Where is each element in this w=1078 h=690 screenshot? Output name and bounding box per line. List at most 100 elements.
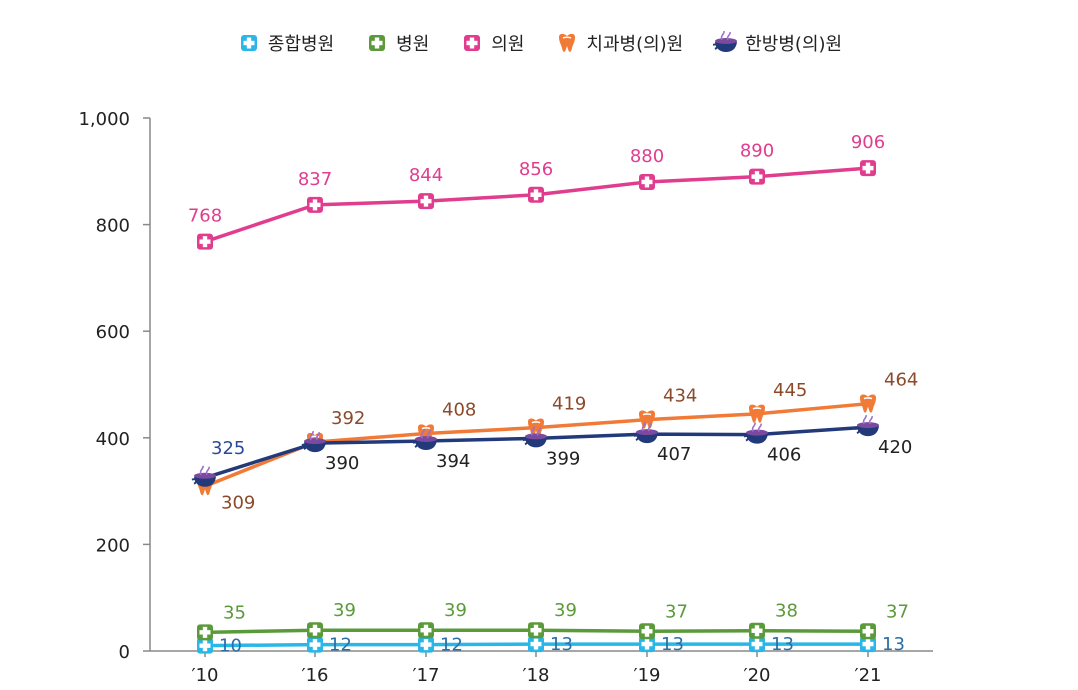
data-label: 38 xyxy=(775,601,798,622)
data-label: 39 xyxy=(554,600,577,621)
data-label: 434 xyxy=(663,386,697,407)
data-label: 13 xyxy=(771,634,794,655)
herbal-bowl-icon xyxy=(713,31,738,52)
data-point-marker xyxy=(639,173,655,190)
data-label: 407 xyxy=(657,444,691,465)
data-label: 37 xyxy=(665,601,688,622)
data-label: 399 xyxy=(546,448,580,469)
x-tick-label: ′19 xyxy=(634,665,661,686)
data-label: 880 xyxy=(630,146,664,167)
data-label: 445 xyxy=(773,380,807,401)
data-label: 768 xyxy=(188,206,222,227)
data-label: 392 xyxy=(331,408,365,429)
data-point-marker xyxy=(197,624,213,641)
data-point-marker xyxy=(418,193,434,210)
x-tick-label: ′17 xyxy=(413,665,440,686)
data-label: 39 xyxy=(444,600,467,621)
data-point-marker xyxy=(307,622,323,639)
data-point-marker xyxy=(639,410,655,429)
data-label: 35 xyxy=(223,602,246,623)
data-label: 844 xyxy=(409,165,443,186)
data-label: 10 xyxy=(219,636,242,657)
legend-swatch xyxy=(240,35,257,51)
data-label: 394 xyxy=(436,451,470,472)
data-label: 837 xyxy=(298,169,332,190)
data-point-marker xyxy=(307,636,323,653)
y-tick-label: 600 xyxy=(96,322,130,343)
data-point-marker xyxy=(528,622,544,639)
legend-label: 종합병원 xyxy=(267,34,335,55)
legend-label: 한방병(의)원 xyxy=(745,34,843,55)
chart-legend: 종합병원 병원 의원 치과병(의)원 한방병(의)원 xyxy=(0,28,1078,58)
legend-item: 치과병(의)원 xyxy=(554,30,683,56)
data-label: 390 xyxy=(325,453,359,474)
data-label: 464 xyxy=(884,370,918,391)
data-label: 309 xyxy=(221,492,255,513)
data-point-marker xyxy=(639,623,655,640)
y-tick-label: 0 xyxy=(119,642,130,663)
data-point-marker xyxy=(412,428,437,450)
x-tick-label: ′20 xyxy=(744,665,771,686)
data-point-marker xyxy=(743,422,768,444)
medical-cross-icon xyxy=(464,35,481,51)
data-point-marker xyxy=(307,196,323,213)
legend-label: 의원 xyxy=(491,34,525,55)
data-point-marker xyxy=(528,186,544,203)
data-point-marker xyxy=(522,426,547,448)
tooth-icon xyxy=(559,33,576,52)
data-label: 419 xyxy=(552,394,586,415)
data-label: 12 xyxy=(440,635,463,656)
data-point-marker xyxy=(301,430,326,453)
data-point-marker xyxy=(633,421,658,444)
data-label: 406 xyxy=(767,445,801,466)
legend-swatch xyxy=(559,33,576,52)
data-label: 906 xyxy=(851,132,885,153)
data-point-marker xyxy=(860,394,876,413)
data-point-marker xyxy=(749,622,765,639)
data-point-marker xyxy=(528,636,544,653)
data-point-marker xyxy=(860,160,876,177)
x-tick-label: ′18 xyxy=(523,665,550,686)
legend-item: 종합병원 xyxy=(236,30,334,56)
x-tick-label: ′16 xyxy=(302,665,329,686)
data-label: 408 xyxy=(442,400,476,421)
data-point-marker xyxy=(860,636,876,653)
data-label: 325 xyxy=(211,438,245,459)
data-label: 13 xyxy=(550,634,573,655)
data-label: 39 xyxy=(333,600,356,621)
data-label: 12 xyxy=(329,635,352,656)
legend-label: 치과병(의)원 xyxy=(586,34,684,55)
data-label: 13 xyxy=(661,634,684,655)
data-point-marker xyxy=(191,465,216,487)
data-point-marker xyxy=(197,637,213,654)
legend-swatch xyxy=(713,31,738,52)
data-point-marker xyxy=(639,636,655,653)
y-tick-label: 400 xyxy=(96,429,130,450)
legend-swatch xyxy=(464,35,481,51)
legend-item: 한방병(의)원 xyxy=(713,30,842,56)
data-point-marker xyxy=(860,623,876,640)
x-tick-label: ′21 xyxy=(855,665,882,686)
data-label: 420 xyxy=(878,437,912,458)
y-tick-label: 200 xyxy=(96,535,130,556)
data-label: 856 xyxy=(519,159,553,180)
y-tick-label: 1,000 xyxy=(78,109,130,130)
x-tick-label: ′10 xyxy=(192,665,219,686)
medical-cross-icon xyxy=(240,35,257,51)
data-label: 13 xyxy=(882,634,905,655)
legend-item: 병원 xyxy=(364,30,429,56)
legend-label: 병원 xyxy=(396,34,430,55)
data-point-marker xyxy=(197,233,213,250)
data-point-marker xyxy=(854,414,879,437)
data-label: 37 xyxy=(886,601,909,622)
data-point-marker xyxy=(749,168,765,185)
legend-swatch xyxy=(369,35,386,51)
data-label: 890 xyxy=(740,141,774,162)
data-point-marker xyxy=(418,636,434,653)
legend-item: 의원 xyxy=(459,30,524,56)
data-point-marker xyxy=(749,636,765,653)
data-point-marker xyxy=(749,404,765,423)
y-tick-label: 800 xyxy=(96,216,130,237)
data-point-marker xyxy=(418,622,434,639)
